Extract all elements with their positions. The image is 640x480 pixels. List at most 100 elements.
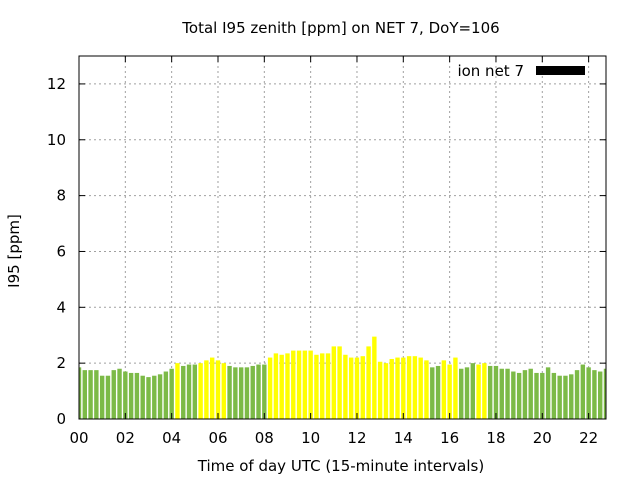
bar (505, 368, 510, 419)
bar (430, 367, 435, 419)
bar (511, 371, 516, 419)
bar (586, 367, 591, 419)
bar (534, 372, 539, 419)
bar (244, 367, 250, 419)
bar (598, 371, 603, 419)
y-tick-label: 2 (56, 354, 66, 372)
bar (401, 357, 406, 419)
y-tick-label: 8 (56, 187, 66, 205)
x-tick-label: 02 (116, 429, 135, 447)
bar (198, 363, 203, 419)
y-tick-label: 6 (56, 242, 66, 260)
bar (435, 365, 441, 419)
bar (348, 357, 354, 419)
bar (99, 375, 105, 419)
bar (493, 365, 499, 419)
bar (354, 357, 360, 419)
bar (227, 365, 232, 419)
bar (267, 357, 273, 419)
bar (424, 360, 429, 419)
y-tick-label: 12 (47, 75, 66, 93)
x-axis-label: Time of day UTC (15-minute intervals) (197, 457, 484, 475)
bar (482, 363, 487, 419)
x-tick-label: 20 (533, 429, 552, 447)
bar (412, 356, 418, 419)
bar (209, 357, 215, 419)
bar (320, 353, 325, 419)
x-tick-label: 08 (255, 429, 274, 447)
bar (337, 346, 342, 419)
bar (464, 367, 470, 419)
bar (325, 353, 331, 419)
bar (157, 374, 163, 419)
legend-swatch (536, 66, 585, 75)
bar (250, 365, 255, 419)
bar (175, 363, 180, 419)
x-tick-label: 04 (162, 429, 181, 447)
bar (470, 363, 476, 419)
y-tick-label: 0 (56, 410, 66, 428)
bar (204, 360, 209, 419)
bar (580, 364, 586, 419)
bar (128, 372, 134, 419)
x-tick-label: 06 (208, 429, 227, 447)
bar (163, 371, 169, 419)
bar (82, 370, 87, 419)
bar (557, 375, 562, 419)
bar (540, 372, 545, 419)
x-tick-label: 00 (69, 429, 88, 447)
bar (453, 357, 458, 419)
bar (79, 367, 82, 419)
plot-frame (78, 55, 607, 420)
grid (79, 56, 606, 419)
bar (447, 364, 452, 419)
bar (522, 370, 528, 419)
bar (377, 361, 383, 419)
bar (146, 377, 151, 419)
bar (140, 375, 145, 419)
bar (117, 368, 122, 419)
bar (395, 357, 400, 419)
bar (296, 350, 302, 419)
bar (308, 350, 313, 419)
bar (279, 354, 284, 419)
bar (528, 368, 533, 419)
bar (123, 371, 128, 419)
bar (233, 367, 238, 419)
y-tick-label: 4 (56, 298, 66, 316)
bar (499, 368, 504, 419)
x-tick-label: 16 (440, 429, 459, 447)
bar (574, 370, 580, 419)
bar (459, 368, 464, 419)
axes (78, 55, 607, 420)
bar (94, 370, 99, 419)
y-axis-label: I95 [ppm] (5, 214, 23, 288)
bar (192, 364, 198, 419)
bar (302, 350, 308, 419)
bar (215, 360, 221, 419)
bar (603, 368, 606, 419)
bar (105, 375, 111, 419)
bar (551, 372, 557, 419)
bar (487, 365, 493, 419)
bar (366, 346, 371, 419)
x-tick-label: 10 (301, 429, 320, 447)
bar (343, 354, 348, 419)
legend-label: ion net 7 (457, 62, 524, 80)
bar (273, 353, 279, 419)
bar (111, 370, 116, 419)
y-tick-label: 10 (47, 131, 66, 149)
bar (314, 354, 319, 419)
bar (372, 336, 377, 419)
bars (79, 336, 606, 419)
bar (592, 370, 597, 419)
bar (186, 364, 192, 419)
bar (441, 360, 447, 419)
bar (221, 363, 226, 419)
bar (569, 374, 574, 419)
bar (476, 364, 481, 419)
bar (238, 367, 244, 419)
bar (291, 350, 296, 419)
